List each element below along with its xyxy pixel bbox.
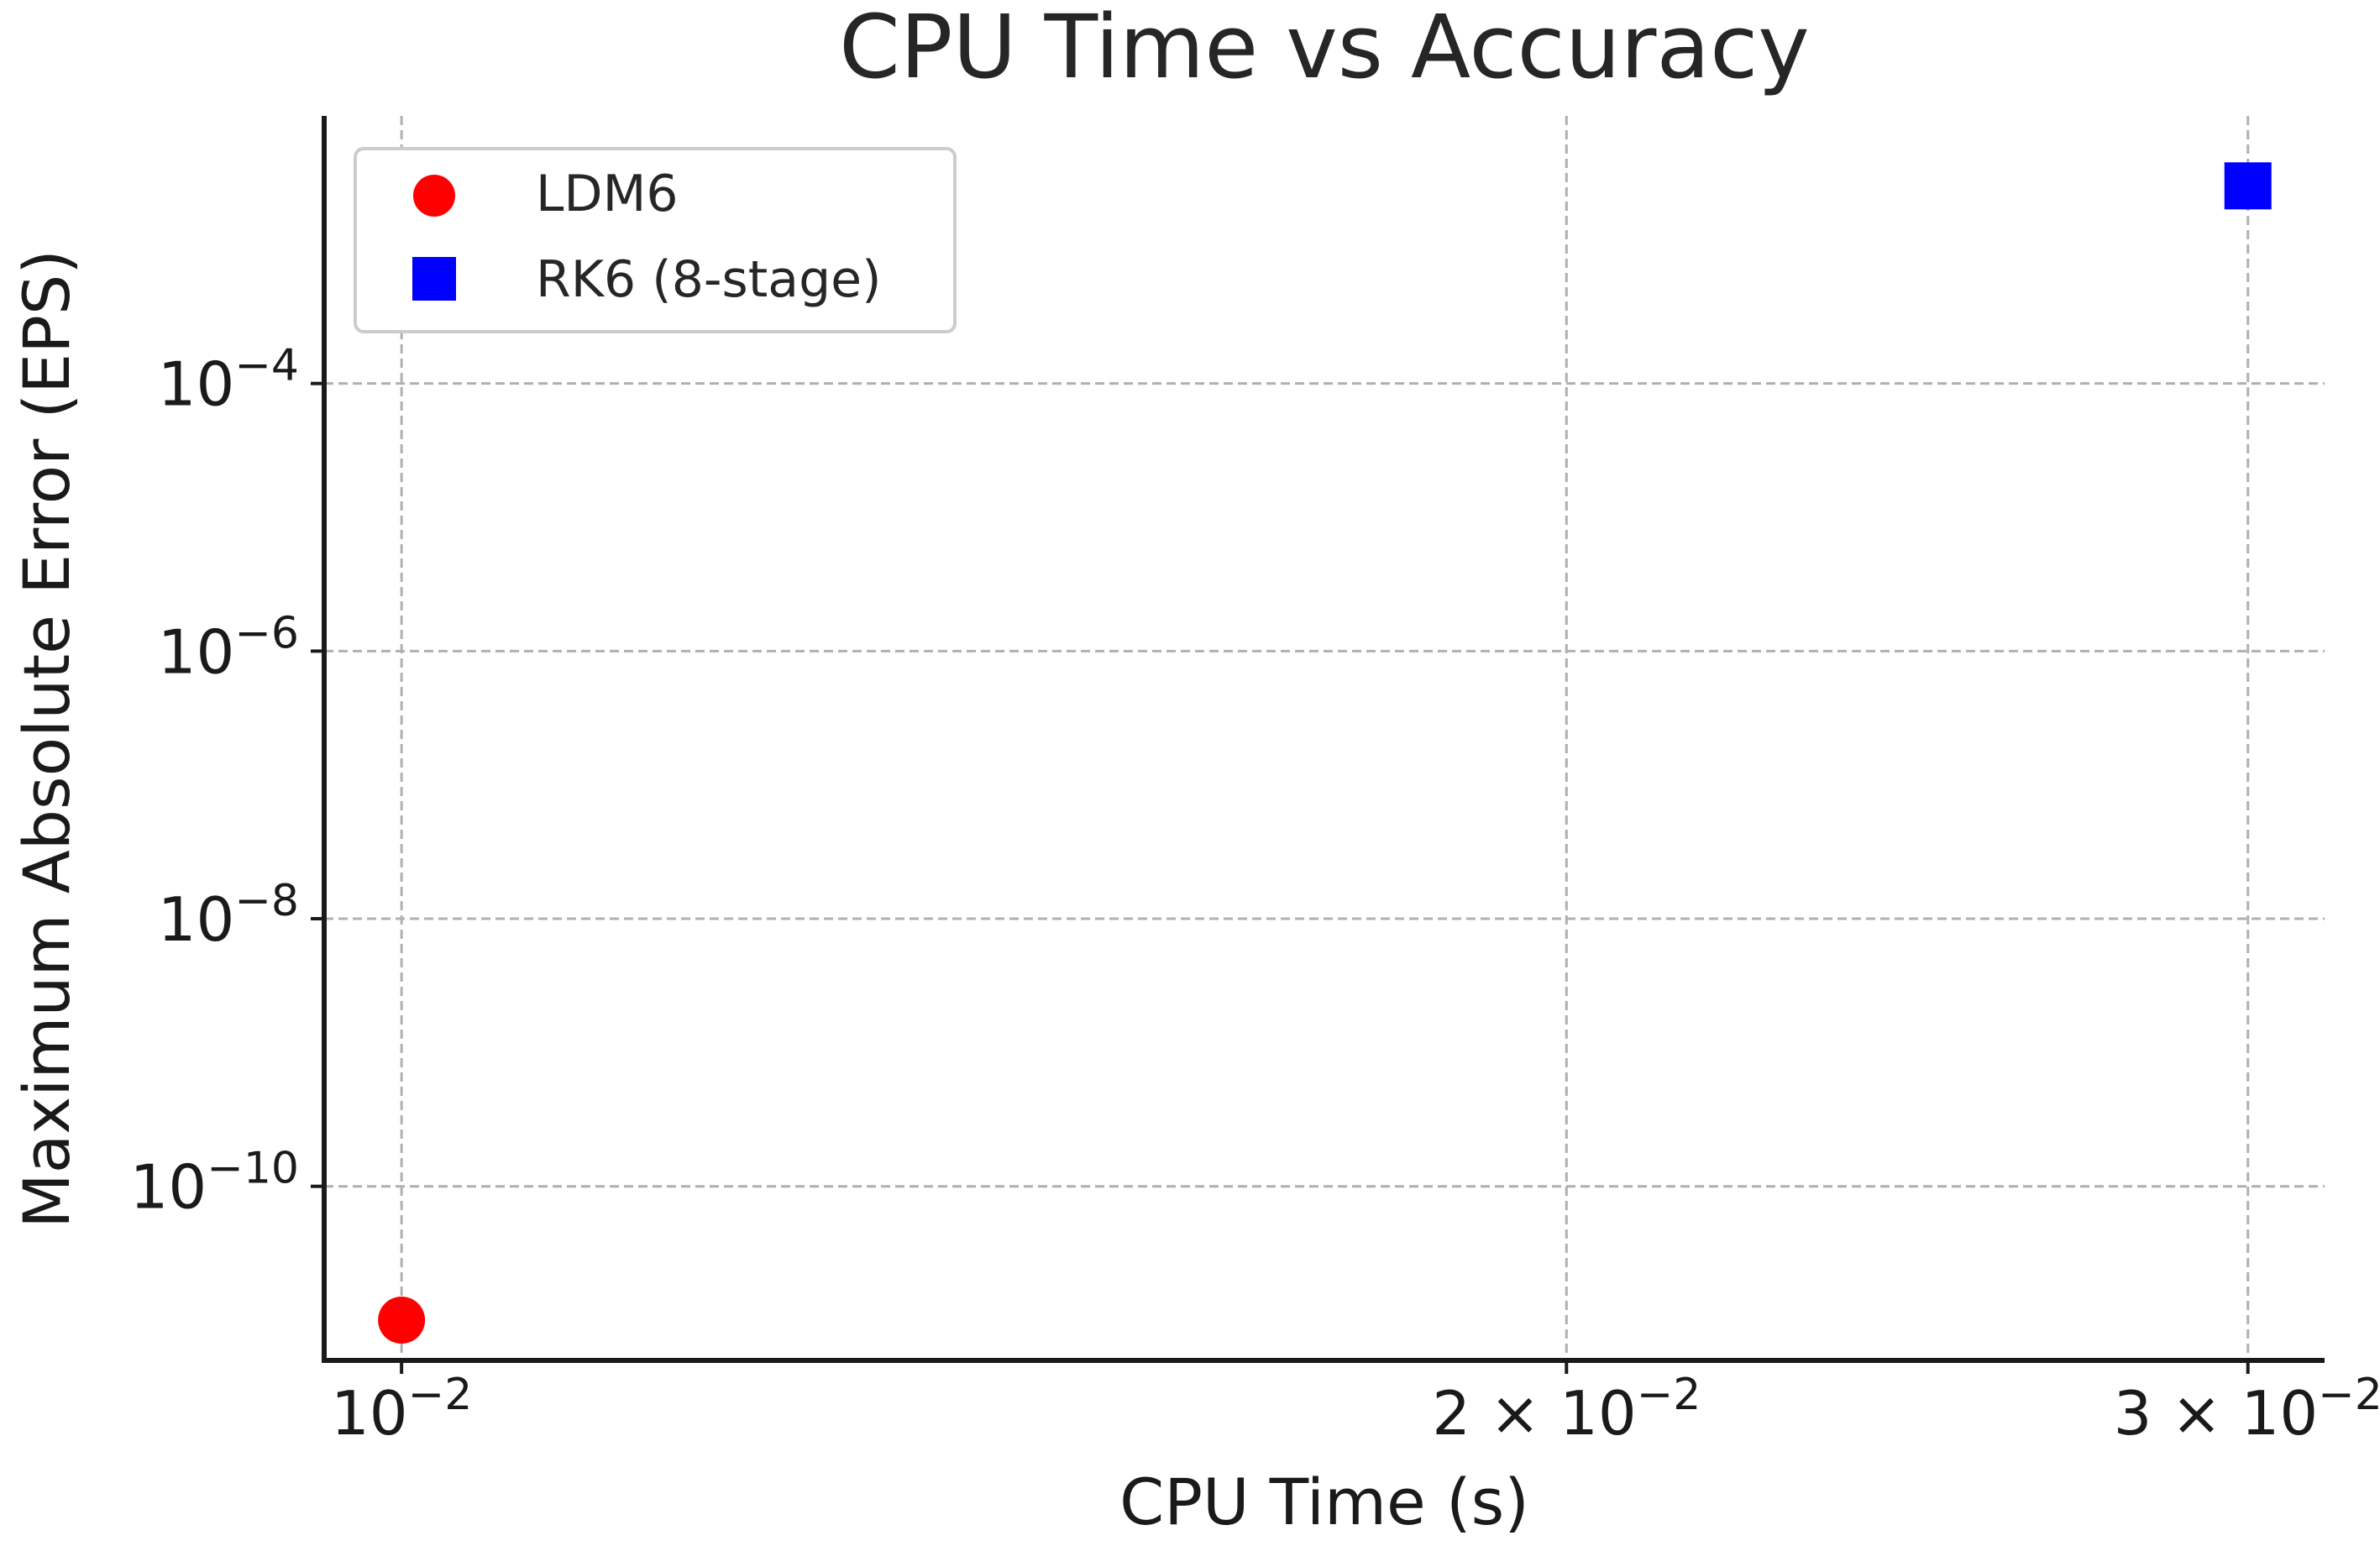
legend-marker-rk6 — [412, 257, 456, 301]
data-point-rk6-8-stage — [2224, 162, 2272, 210]
legend: LDM6 RK6 (8-stage) — [354, 147, 957, 333]
legend-box — [354, 147, 957, 333]
x-tick-label: 10−2 — [331, 1370, 472, 1449]
x-tick-labels: 10−2 2 × 10−2 3 × 10−2 — [331, 1370, 2380, 1449]
chart-title: CPU Time vs Accuracy — [839, 0, 1810, 98]
y-axis-label: Maximum Absolute Error (EPS) — [9, 249, 84, 1229]
legend-marker-ldm6 — [413, 175, 455, 217]
x-tick-label: 2 × 10−2 — [1432, 1370, 1701, 1449]
tick-marks — [311, 381, 2250, 1374]
y-tick-label: 10−4 — [158, 341, 299, 420]
y-tick-label: 10−10 — [130, 1144, 299, 1223]
y-tick-label: 10−8 — [158, 876, 299, 955]
data-points — [378, 162, 2272, 1344]
data-point-ldm6 — [378, 1297, 426, 1344]
legend-label-ldm6: LDM6 — [536, 165, 679, 223]
x-tick-label: 3 × 10−2 — [2114, 1370, 2380, 1449]
y-tick-label: 10−6 — [158, 608, 299, 687]
y-tick-labels: 10−4 10−6 10−8 10−10 — [130, 341, 299, 1223]
grid-lines — [324, 116, 2325, 1360]
x-axis-label: CPU Time (s) — [1119, 1465, 1529, 1539]
legend-label-rk6: RK6 (8-stage) — [536, 250, 881, 309]
